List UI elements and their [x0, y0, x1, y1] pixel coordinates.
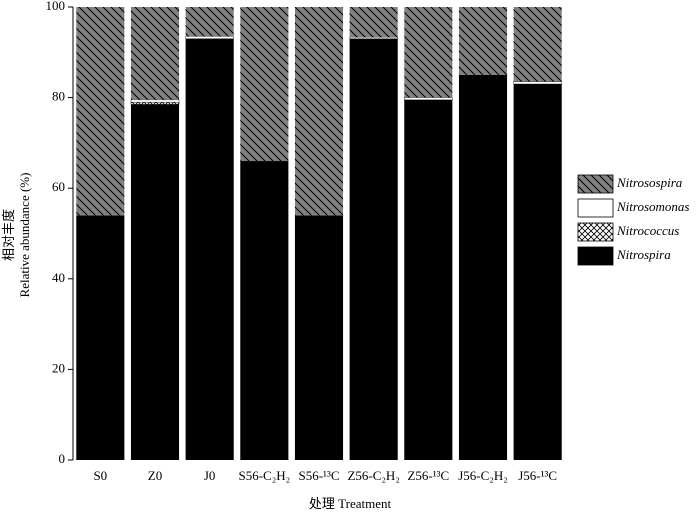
x-tick-label: J56-¹³C	[518, 468, 557, 483]
bar-segment	[185, 36, 234, 39]
bar-segment	[513, 84, 562, 460]
y-axis-label: 相对丰度	[1, 209, 16, 261]
bar-segment	[240, 161, 289, 460]
legend-swatch	[577, 174, 614, 194]
y-tick-label: 40	[52, 270, 65, 285]
bar-segment	[294, 215, 344, 460]
x-axis-label: 处理 Treatment	[309, 496, 392, 511]
y-tick-label: 100	[46, 0, 66, 13]
bar-segment	[349, 37, 398, 39]
bar-segment	[404, 7, 453, 98]
bar-segment	[130, 104, 180, 461]
legend-label: Nitrococcus	[616, 223, 679, 238]
bar-segment	[130, 7, 180, 100]
bar-segment	[240, 7, 289, 162]
bar-segment	[404, 97, 453, 101]
x-tick-label: Z56-¹³C	[407, 468, 449, 483]
y-tick-label: 60	[52, 179, 65, 194]
legend-swatch	[577, 222, 614, 242]
bar-segment	[185, 7, 234, 37]
y-axis-label: Relative abundance (%)	[17, 173, 32, 298]
x-tick-label: S56-¹³C	[298, 468, 339, 483]
bar-segment	[76, 7, 125, 216]
x-tick-label: J56-C₂H₂	[458, 468, 508, 483]
legend-label: Nitrosomonas	[616, 199, 689, 214]
bar-segment	[130, 101, 180, 105]
legend-swatch	[577, 246, 614, 266]
bar-segment	[349, 7, 398, 38]
bar-segment	[76, 215, 125, 460]
y-tick-label: 0	[59, 451, 66, 466]
x-tick-label: S0	[93, 468, 107, 483]
x-tick-label: Z0	[148, 468, 162, 483]
y-tick-label: 20	[52, 360, 65, 375]
y-tick-label: 80	[52, 89, 65, 104]
bar-segment	[513, 81, 562, 85]
x-tick-label: S56-C₂H₂	[238, 468, 290, 483]
legend-label: Nitrospira	[616, 247, 671, 262]
bar-segment	[294, 7, 344, 216]
bar-segment	[130, 99, 180, 103]
x-tick-label: Z56-C₂H₂	[347, 468, 399, 483]
legend-label: Nitrosospira	[616, 175, 683, 190]
bar-segment	[349, 38, 398, 461]
x-tick-label: J0	[204, 468, 216, 483]
bar-segment	[404, 99, 453, 461]
bar-segment	[458, 74, 508, 460]
legend-swatch	[577, 198, 614, 218]
bar-segment	[513, 7, 562, 82]
bar-segment	[185, 38, 234, 461]
bar-segment	[458, 7, 508, 75]
